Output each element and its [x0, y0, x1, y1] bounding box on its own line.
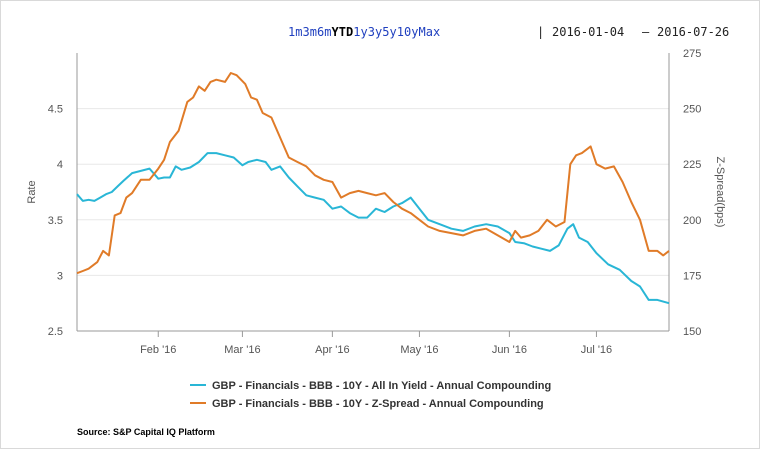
y-tick-label: 3	[57, 270, 63, 282]
date-from[interactable]: 2016-01-04	[552, 25, 624, 39]
range-button-3m[interactable]: 3m	[303, 25, 317, 39]
series-line-spread[interactable]	[76, 72, 670, 275]
x-tick-label: May '16	[400, 344, 438, 356]
y2-tick-label: 150	[683, 326, 701, 338]
y2-tick-label: 175	[683, 270, 701, 282]
source-note: Source: S&P Capital IQ Platform	[77, 427, 215, 437]
x-tick-label: Feb '16	[140, 344, 176, 356]
y2-axis-label: Z-Spread(bps)	[714, 157, 726, 228]
series-lines	[76, 72, 670, 305]
range-button-5y[interactable]: 5y	[382, 25, 396, 39]
left-axis-ticks: 2.5 3 3.5 4 4.5	[48, 104, 63, 338]
y-tick-label: 4	[57, 159, 63, 171]
y-tick-label: 3.5	[48, 215, 63, 227]
right-axis-ticks: 150 175 200 225 250 275	[683, 48, 701, 338]
date-dash: –	[642, 25, 650, 39]
y-axis-label: Rate	[26, 180, 38, 203]
grid-lines	[77, 108, 669, 332]
y2-tick-label: 200	[683, 215, 701, 227]
y2-tick-label: 225	[683, 159, 701, 171]
date-separator: |	[537, 25, 544, 39]
date-to[interactable]: 2016-07-26	[657, 25, 729, 39]
range-button-ytd[interactable]: YTD	[332, 25, 354, 39]
y2-tick-label: 250	[683, 104, 701, 116]
y2-tick-label: 275	[683, 48, 701, 60]
range-button-max[interactable]: Max	[419, 25, 441, 39]
range-button-3y[interactable]: 3y	[368, 25, 382, 39]
x-tick-label: Jul '16	[581, 344, 612, 356]
range-button-1y[interactable]: 1y	[353, 25, 367, 39]
series-line-yield[interactable]	[76, 152, 670, 305]
range-selector: 1m 3m 6m YTD 1y 3y 5y 10y Max	[288, 25, 440, 39]
x-tick-label: Apr '16	[315, 344, 350, 356]
y-tick-label: 4.5	[48, 104, 63, 116]
x-tick-label: Mar '16	[224, 344, 260, 356]
x-axis-ticks: Feb '16 Mar '16 Apr '16 May '16 Jun '16 Jul '…	[140, 331, 612, 356]
y-tick-label: 2.5	[48, 326, 63, 338]
range-button-10y[interactable]: 10y	[397, 25, 419, 39]
legend: GBP - Financials - BBB - 10Y - All In Yi…	[190, 380, 551, 410]
legend-item-label[interactable]: GBP - Financials - BBB - 10Y - Z-Spread …	[212, 398, 544, 410]
range-button-6m[interactable]: 6m	[317, 25, 331, 39]
range-button-1m[interactable]: 1m	[288, 25, 302, 39]
legend-item-label[interactable]: GBP - Financials - BBB - 10Y - All In Yi…	[212, 380, 551, 392]
x-tick-label: Jun '16	[492, 344, 527, 356]
